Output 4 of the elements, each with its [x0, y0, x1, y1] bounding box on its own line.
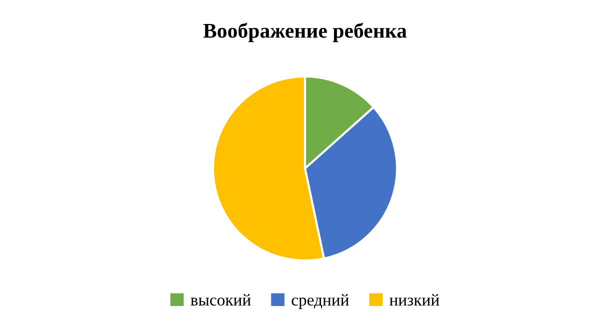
legend-label: низкий [390, 294, 440, 306]
chart-title: Воображение ребенка [203, 22, 407, 42]
legend-label: высокий [190, 294, 251, 306]
legend-label: средний [292, 294, 349, 309]
